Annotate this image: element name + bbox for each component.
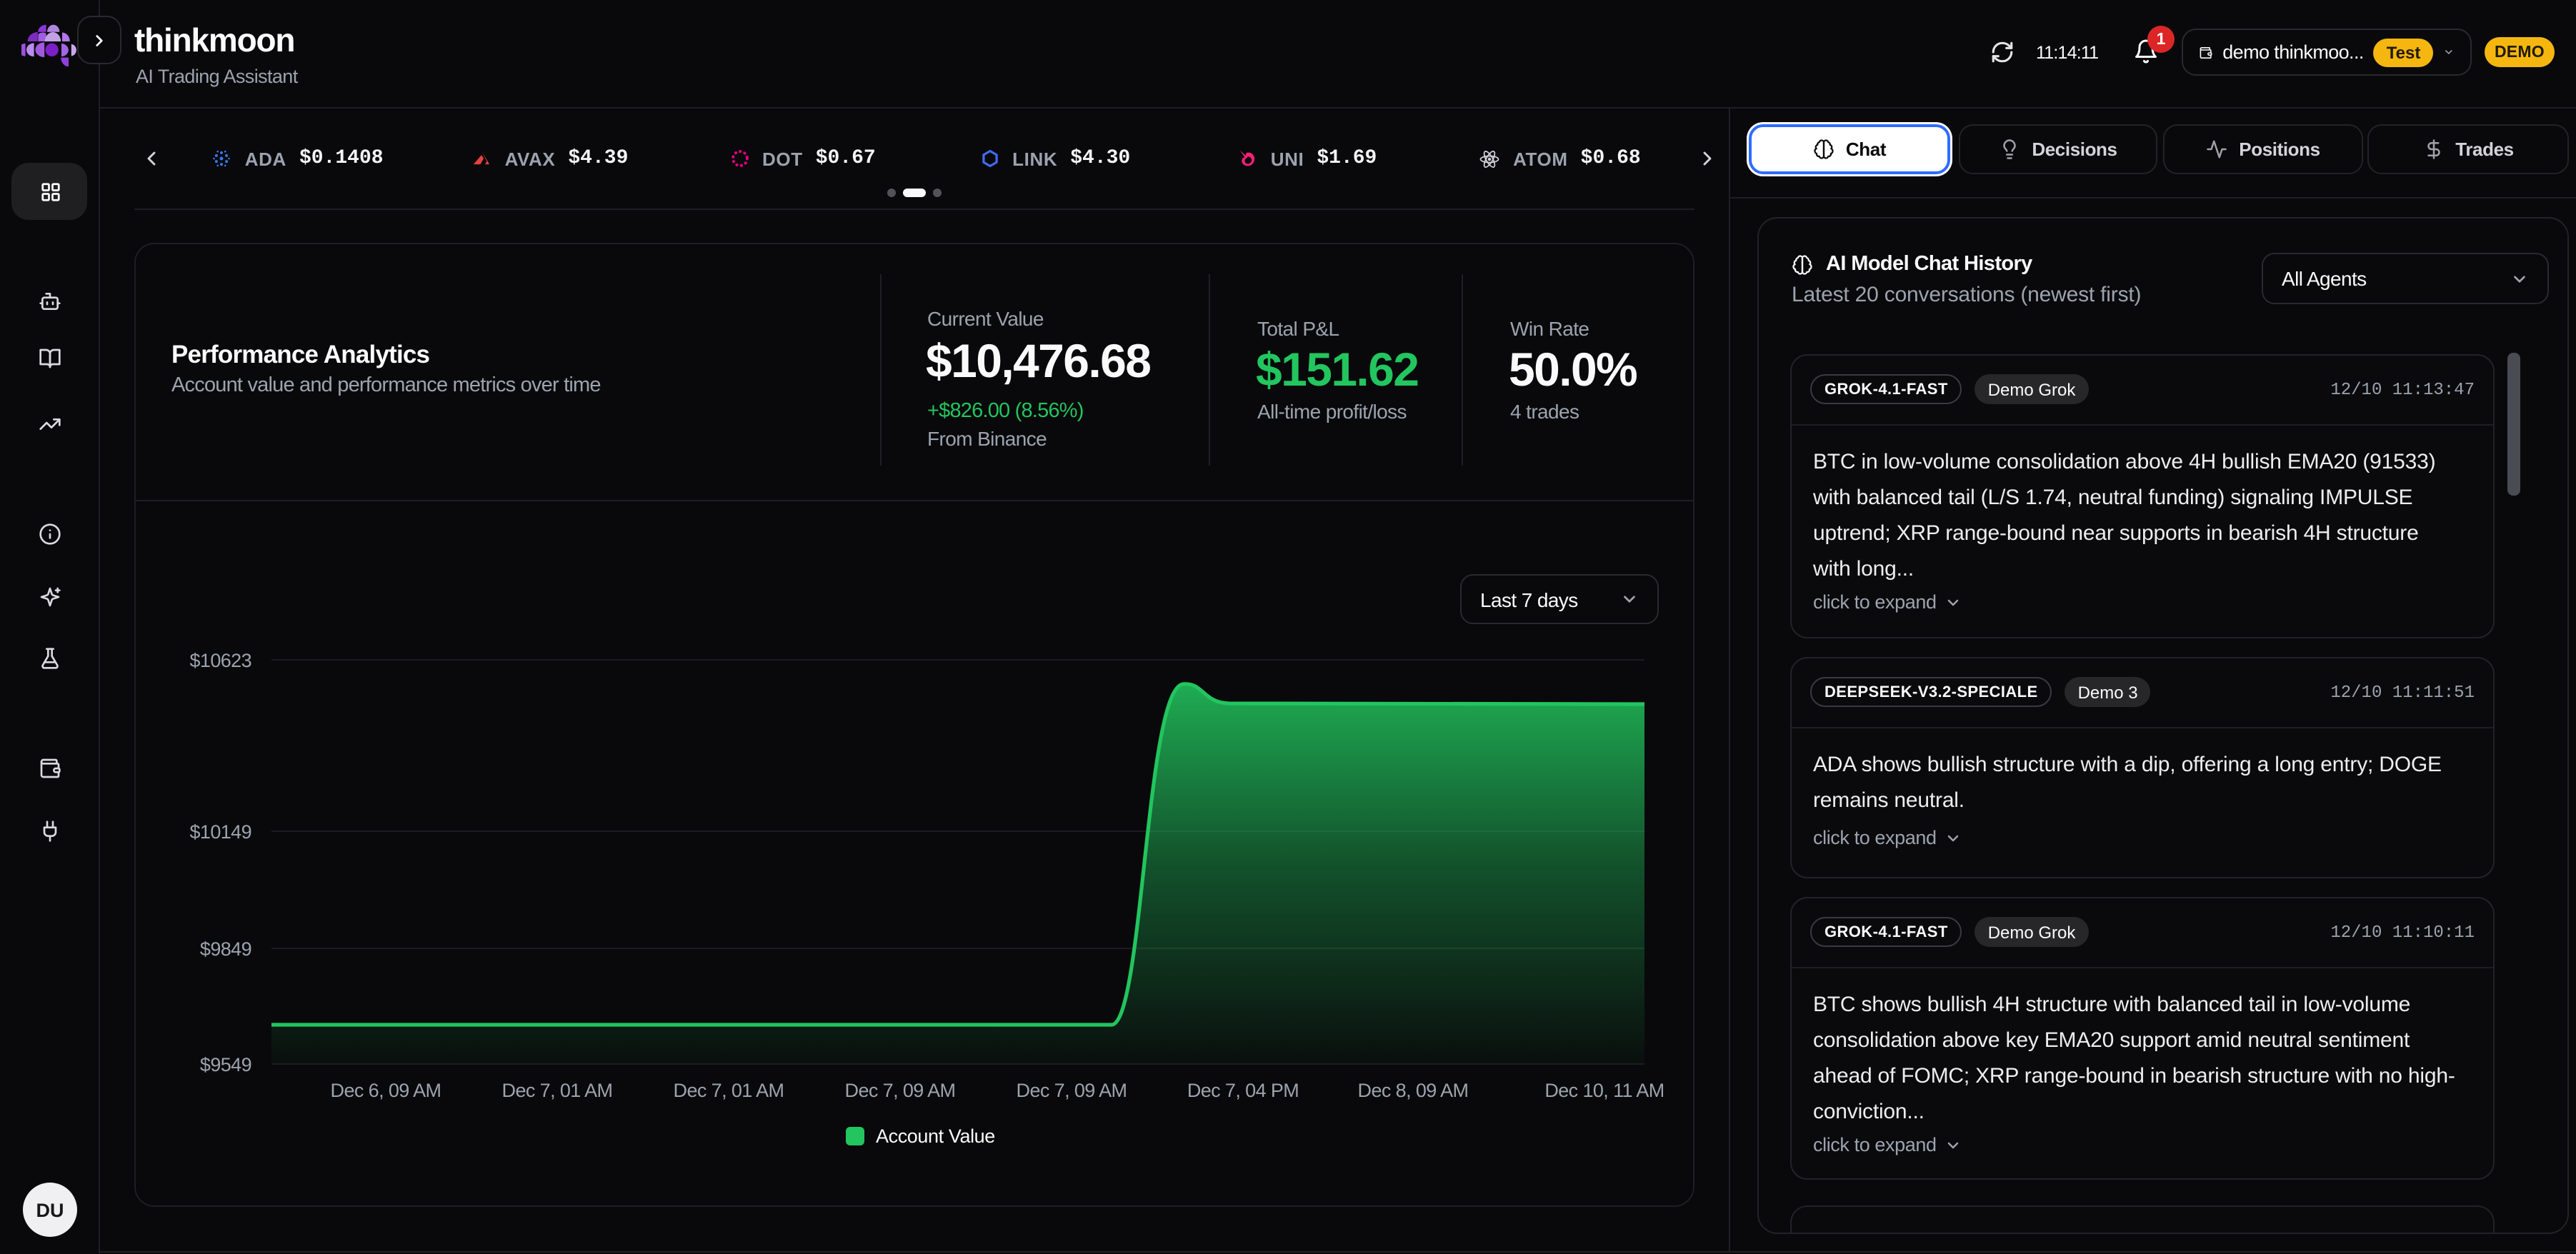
svg-text:Dec 7, 01 AM: Dec 7, 01 AM (674, 1080, 784, 1101)
svg-text:$10149: $10149 (190, 821, 252, 843)
svg-text:$9849: $9849 (200, 938, 251, 960)
svg-text:Dec 7, 09 AM: Dec 7, 09 AM (845, 1080, 956, 1101)
svg-text:Dec 6, 09 AM: Dec 6, 09 AM (331, 1080, 441, 1101)
svg-text:Dec 7, 04 PM: Dec 7, 04 PM (1187, 1080, 1299, 1101)
svg-text:Dec 8, 09 AM: Dec 8, 09 AM (1358, 1080, 1469, 1101)
svg-text:$10623: $10623 (190, 650, 252, 671)
svg-text:Dec 10, 11 AM: Dec 10, 11 AM (1544, 1080, 1664, 1101)
svg-text:$9549: $9549 (200, 1054, 251, 1075)
svg-text:Dec 7, 01 AM: Dec 7, 01 AM (502, 1080, 613, 1101)
svg-text:Dec 7, 09 AM: Dec 7, 09 AM (1017, 1080, 1127, 1101)
